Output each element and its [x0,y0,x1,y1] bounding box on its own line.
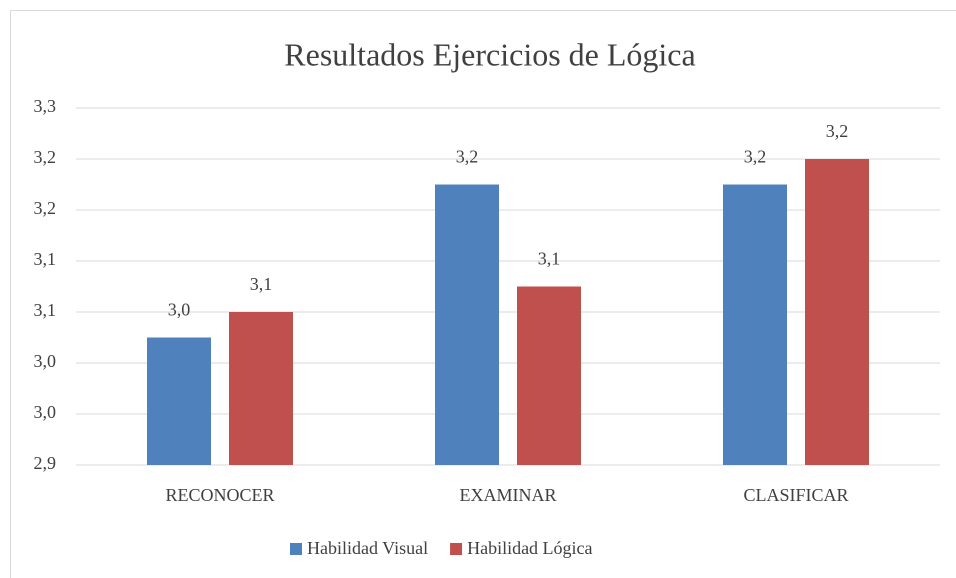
y-tick-label: 3,1 [34,300,57,320]
y-tick-label: 3,2 [34,147,57,167]
data-label: 3,0 [168,300,191,320]
bar [229,312,293,465]
bar [435,184,499,465]
y-tick-label: 3,1 [34,249,57,269]
data-label: 3,2 [826,121,849,141]
legend-label: Habilidad Lógica [467,538,592,558]
y-tick-label: 3,0 [34,402,57,422]
bar [517,286,581,465]
data-label: 3,1 [250,274,273,294]
x-tick-label: CLASIFICAR [743,485,848,505]
x-tick-label: EXAMINAR [460,485,557,505]
data-label: 3,1 [538,249,561,269]
data-label: 3,2 [744,147,767,167]
legend-swatch [450,543,463,555]
y-tick-label: 2,9 [34,453,57,473]
y-tick-label: 3,3 [34,96,57,116]
bar [723,184,787,465]
legend-swatch [290,543,302,555]
y-tick-label: 3,2 [34,198,57,218]
data-label: 3,2 [456,147,479,167]
x-tick-label: RECONOCER [165,485,274,505]
legend-label: Habilidad Visual [307,538,428,558]
chart-title: Resultados Ejercicios de Lógica [284,36,695,72]
y-tick-label: 3,0 [34,351,57,371]
bar [147,337,211,465]
bar [805,159,869,465]
